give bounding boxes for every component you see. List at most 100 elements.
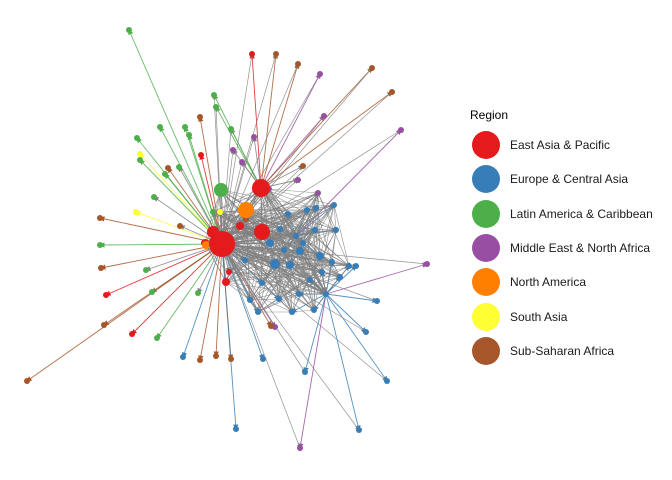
network-node (319, 269, 325, 275)
network-node (296, 247, 304, 255)
network-node (254, 224, 270, 240)
network-node (186, 132, 192, 138)
network-edge (243, 259, 251, 301)
network-edge (245, 209, 298, 237)
network-node (281, 247, 287, 253)
network-edge (221, 63, 299, 245)
network-node (137, 151, 143, 157)
network-edge (317, 192, 337, 231)
network-edge (268, 188, 335, 207)
network-node (213, 104, 219, 110)
network-edge (213, 243, 223, 357)
network-node (247, 297, 253, 303)
network-edge (260, 53, 279, 189)
network-node (101, 322, 107, 328)
network-edge (319, 204, 335, 257)
network-edge (100, 243, 223, 270)
network-edge (283, 249, 300, 295)
network-node (300, 240, 306, 246)
network-edge (145, 243, 223, 272)
network-edge (228, 271, 311, 282)
network-node (24, 378, 30, 384)
network-edge (205, 244, 227, 283)
legend-item-latin-america-caribbean: Latin America & Caribbean (466, 197, 666, 231)
network-node (304, 207, 310, 213)
network-edge (257, 265, 350, 313)
network-edge (131, 243, 223, 335)
network-node (239, 159, 245, 165)
network-edge (228, 259, 246, 273)
network-node (242, 257, 248, 263)
network-edge (260, 187, 297, 237)
network-node (210, 209, 216, 215)
network-edge (221, 243, 311, 281)
network-edge (99, 216, 223, 245)
network-node (198, 152, 204, 158)
network-node (222, 278, 230, 286)
network-edge (198, 243, 223, 361)
network-node (233, 426, 239, 432)
network-edge (287, 213, 304, 244)
network-node (286, 261, 294, 269)
network-edge (198, 116, 223, 245)
network-node (202, 241, 210, 249)
network-node (182, 124, 188, 130)
legend-item-north-america: North America (466, 265, 666, 299)
network-node (333, 227, 339, 233)
network-node (293, 233, 299, 239)
network-node (98, 265, 104, 271)
network-node (154, 335, 160, 341)
legend-swatch (472, 131, 500, 160)
network-node (273, 51, 279, 57)
network-node (137, 157, 143, 163)
network-edge (279, 207, 317, 230)
network-edge (325, 293, 361, 431)
network-node (398, 127, 404, 133)
network-edge (302, 242, 341, 278)
network-edge (249, 275, 341, 301)
network-edge (219, 211, 246, 261)
network-edge (105, 243, 223, 296)
network-edge (287, 213, 337, 231)
network-node (384, 378, 390, 384)
legend-label: South Asia (510, 309, 568, 324)
network-edge (325, 293, 378, 304)
network-edge (204, 211, 214, 244)
network-edge (306, 209, 328, 295)
network-node (177, 223, 183, 229)
network-edge (244, 242, 304, 261)
network-edge (221, 129, 402, 245)
network-edge (269, 204, 335, 244)
network-edge (261, 261, 333, 284)
legend-item-sub-saharan-africa: Sub-Saharan Africa (466, 334, 666, 368)
network-edge (213, 94, 262, 189)
network-edge (244, 259, 300, 295)
legend-swatch (472, 165, 500, 194)
legend-item-south-asia: South Asia (466, 299, 666, 333)
network-graph (24, 27, 430, 451)
network-edge (325, 262, 428, 295)
network-edge (221, 243, 265, 360)
network-node (302, 369, 308, 375)
network-node (217, 209, 223, 215)
network-node (197, 357, 203, 363)
network-edge (277, 213, 289, 300)
network-node (97, 215, 103, 221)
network-node (337, 274, 343, 280)
network-node (270, 259, 280, 269)
network-node (356, 427, 362, 433)
network-edge (245, 208, 308, 220)
legend-item-east-asia-pacific: East Asia & Pacific (466, 128, 666, 162)
network-node (374, 298, 380, 304)
legend-swatch (472, 336, 500, 365)
network-node (323, 291, 329, 297)
network-node (103, 292, 109, 298)
network-edge (257, 209, 308, 313)
network-node (230, 147, 236, 153)
network-edge (245, 218, 281, 230)
network-node (143, 267, 149, 273)
network-edge (315, 207, 324, 273)
network-edge (313, 229, 317, 311)
network-edge (260, 67, 373, 189)
network-node (289, 309, 295, 315)
